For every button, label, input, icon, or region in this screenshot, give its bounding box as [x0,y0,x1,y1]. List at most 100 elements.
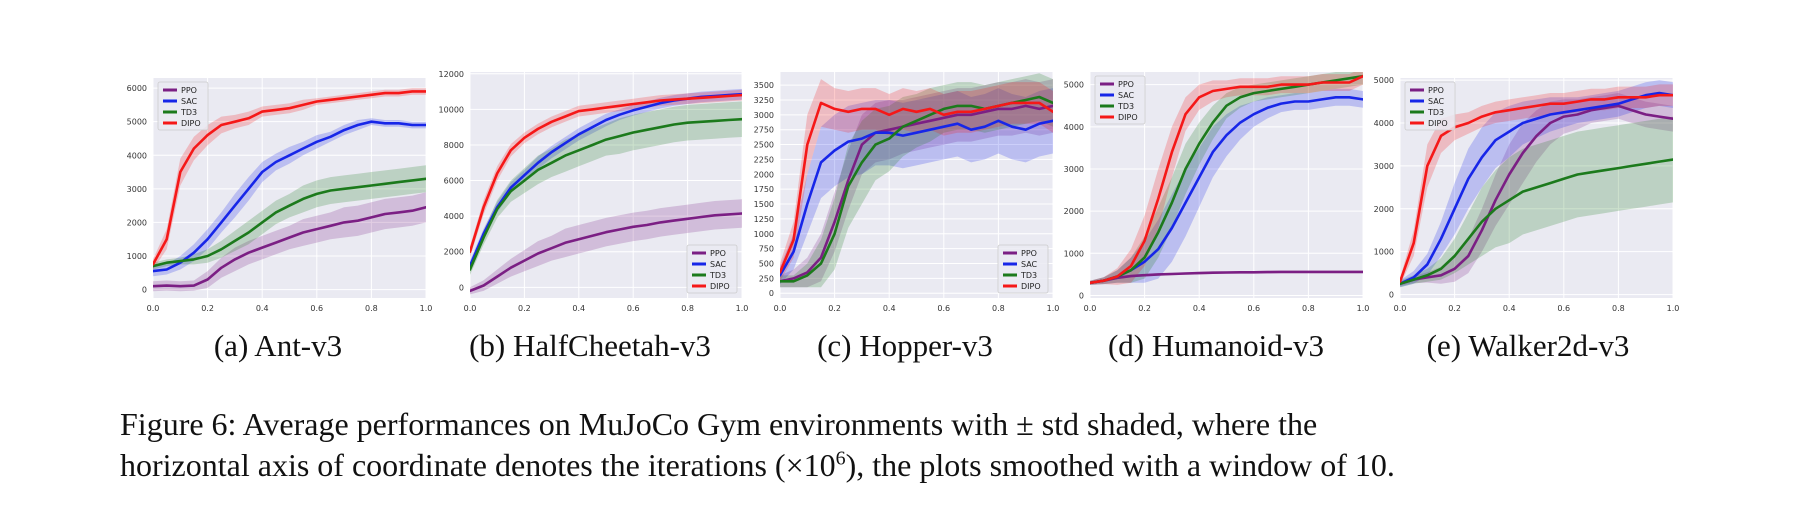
y-tick-label: 2250 [754,155,774,164]
subcaption-walker2d: (e) Walker2d-v3 [1426,328,1630,363]
x-tick-label: 0.4 [1503,304,1516,313]
x-tick-label: 1.0 [1047,304,1060,313]
y-tick-label: 0 [1389,291,1394,300]
legend-label-sac: SAC [181,97,198,106]
subcaption-halfcheetah: (b) HalfCheetah-v3 [469,328,711,363]
x-tick-label: 0.2 [1138,304,1151,313]
std-band-td3 [1400,116,1673,288]
series-line-dipo [470,93,742,253]
y-tick-label: 2000 [754,170,774,179]
series-group [470,88,742,295]
y-tick-label: 2000 [1374,205,1394,214]
y-tick-label: 0 [769,289,774,298]
x-tick-label: 0.2 [518,304,531,313]
legend-label-sac: SAC [710,260,727,269]
x-tick-label: 0.0 [1084,304,1097,313]
x-tick-label: 0.8 [681,304,694,313]
y-tick-label: 3000 [1374,162,1394,171]
series-line-sac [1400,91,1673,286]
y-tick-label: 8000 [444,141,464,150]
x-tick-label: 0.2 [1448,304,1461,313]
y-tick-label: 0 [1079,291,1084,300]
legend-label-ppo: PPO [1118,80,1134,89]
legend-label-ppo: PPO [1021,249,1037,258]
std-band-dipo [470,89,742,258]
y-tick-label: 2000 [444,248,464,257]
legend-label-dipo: DIPO [181,119,201,128]
x-tick-label: 0.6 [1247,304,1260,313]
x-tick-label: 0.4 [1193,304,1206,313]
std-band-td3 [470,101,742,275]
series-line-dipo [780,101,1053,274]
y-tick-label: 3000 [127,185,147,194]
y-tick-label: 0 [459,283,464,292]
caption-line-2-text: horizontal axis of coordinate denotes th… [120,447,836,483]
std-band-ppo [470,199,742,295]
x-tick-label: 0.2 [828,304,841,313]
y-tick-label: 1750 [754,185,774,194]
series-line-sac [153,120,426,273]
legend-label-ppo: PPO [710,249,726,258]
legend-label-sac: SAC [1021,260,1038,269]
y-tick-label: 2000 [1064,207,1084,216]
x-tick-label: 0.0 [1394,304,1407,313]
y-tick-label: 3250 [754,96,774,105]
y-tick-label: 1000 [127,252,147,261]
y-tick-label: 0 [142,286,147,295]
x-tick-label: 0.4 [256,304,269,313]
y-tick-label: 750 [759,245,774,254]
series-line-dipo [1090,74,1363,285]
series-line-sac [780,119,1053,277]
y-tick-label: 1000 [1374,248,1394,257]
legend-label-td3: TD3 [1117,102,1134,111]
x-tick-label: 0.6 [627,304,640,313]
x-tick-label: 0.0 [774,304,787,313]
series-line-ppo [153,206,426,288]
legend: PPO SAC TD3 DIPO [157,81,209,131]
series-line-ppo [780,104,1053,283]
series-line-td3 [1400,158,1673,286]
chart-ant: 0 1000 2000 3000 4000 5000 6000 0.0 0.2 0.4 0.6 0.8… [127,78,432,313]
subcaption-ant: (a) Ant-v3 [213,328,343,363]
series-line-ppo [470,212,742,293]
legend-box [157,81,209,131]
y-tick-label: 6000 [127,84,147,93]
legend: PPO SAC TD3 DIPO [686,244,738,294]
series-line-ppo [1090,270,1363,285]
y-tick-label: 2750 [754,126,774,135]
legend-label-dipo: DIPO [1118,113,1138,122]
y-tick-label: 1000 [1064,249,1084,258]
std-band-td3 [153,165,426,270]
y-tick-label: 250 [759,274,774,283]
series-line-td3 [153,177,426,268]
series-group [153,88,426,292]
series-group [1090,72,1363,285]
y-tick-label: 4000 [127,151,147,160]
x-tick-label: 0.0 [147,304,160,313]
y-tick-label: 4000 [1374,119,1394,128]
y-tick-label: 3500 [754,81,774,90]
std-band-ppo [1400,93,1673,286]
series-line-td3 [470,117,742,271]
chart-hopper: 0 250 500 750 1000 1250 1500 1750 2000 2250 2500 27… [754,72,1060,313]
subcaption-hopper: (c) Hopper-v3 [817,328,993,363]
series-line-dipo [153,90,426,266]
subcaption-humanoid: (d) Humanoid-v3 [1107,328,1325,363]
y-tick-label: 12000 [439,70,464,79]
caption-line-2: horizontal axis of coordinate denotes th… [120,445,1690,486]
x-tick-label: 1.0 [1357,304,1370,313]
y-tick-label: 4000 [1064,123,1084,132]
legend-label-dipo: DIPO [1021,282,1041,291]
legend-box [1404,81,1456,131]
legend-label-ppo: PPO [1428,86,1444,95]
y-tick-label: 3000 [1064,165,1084,174]
x-tick-label: 0.8 [1612,304,1625,313]
legend-label-td3: TD3 [1427,108,1444,117]
y-tick-label: 1250 [754,215,774,224]
legend-label-dipo: DIPO [1428,119,1448,128]
y-tick-label: 500 [759,260,774,269]
y-tick-label: 10000 [439,105,464,114]
legend-label-sac: SAC [1118,91,1135,100]
x-tick-label: 0.4 [572,304,585,313]
x-tick-label: 0.4 [883,304,896,313]
